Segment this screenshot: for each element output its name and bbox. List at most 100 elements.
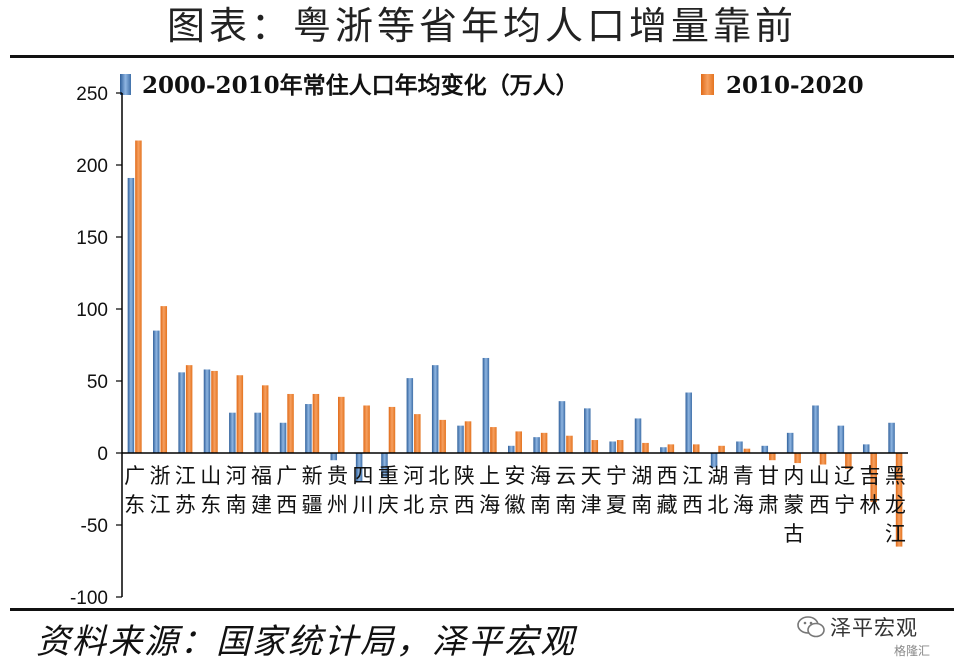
bar-series2-甘肃 bbox=[769, 453, 776, 461]
bar-series1-青海 bbox=[736, 441, 743, 453]
bar-series2-陕西 bbox=[464, 421, 472, 453]
bar-series2-福建 bbox=[261, 385, 269, 453]
y-tick-label: 0 bbox=[97, 444, 108, 465]
legend-swatch-series1 bbox=[120, 74, 131, 95]
bar-series2-西藏 bbox=[667, 444, 675, 453]
y-tick-label: 100 bbox=[76, 300, 108, 321]
y-tick-label: 150 bbox=[76, 228, 108, 249]
bar-series2-上海 bbox=[490, 427, 497, 453]
x-tick-label: 陕西 bbox=[454, 464, 475, 517]
x-tick-label: 宁夏 bbox=[606, 464, 627, 517]
bar-series2-湖南 bbox=[642, 442, 649, 453]
source-note: 资料来源：国家统计局，泽平宏观 bbox=[36, 622, 576, 662]
y-axis-ticks: -100 -50 0 50 100 150 200 250 bbox=[70, 84, 122, 609]
x-tick-label: 河北 bbox=[403, 464, 424, 517]
bar-series1-北京 bbox=[431, 365, 439, 453]
x-tick-label: 新疆 bbox=[302, 464, 323, 517]
bar-series1-河北 bbox=[406, 378, 414, 453]
x-tick-label: 四川 bbox=[352, 464, 373, 517]
bar-series1-辽宁 bbox=[837, 425, 845, 453]
x-tick-label: 内蒙古 bbox=[783, 464, 804, 546]
bar-series1-湖北 bbox=[710, 453, 718, 468]
watermark-name: 泽平宏观 bbox=[830, 616, 918, 640]
x-tick-label: 海南 bbox=[530, 464, 551, 517]
bar-series1-福建 bbox=[254, 412, 261, 453]
bar-series2-重庆 bbox=[388, 406, 396, 453]
bar-series1-吉林 bbox=[862, 444, 870, 453]
bar-series1-新疆 bbox=[305, 404, 312, 453]
page-title: 图表：粤浙等省年均人口增量靠前 bbox=[166, 4, 797, 48]
bar-series2-贵州 bbox=[338, 396, 345, 453]
x-tick-label: 青海 bbox=[733, 464, 754, 517]
bar-series1-江苏 bbox=[178, 372, 185, 453]
bar-series1-黑龙江 bbox=[888, 422, 895, 453]
bar-series1-宁夏 bbox=[609, 441, 616, 453]
bar-series1-广西 bbox=[279, 422, 287, 453]
x-tick-label: 广西 bbox=[276, 464, 297, 517]
bar-series1-广东 bbox=[127, 177, 135, 453]
bottom-rule bbox=[10, 608, 954, 611]
bar-series1-海南 bbox=[533, 437, 540, 453]
bar-series2-宁夏 bbox=[616, 440, 624, 453]
bar-series1-陕西 bbox=[457, 425, 464, 453]
bar-series2-辽宁 bbox=[845, 453, 852, 469]
top-rule bbox=[10, 55, 954, 58]
legend-label-series2: 2010-2020 bbox=[726, 72, 864, 99]
bar-chart: 2000-2010年常住人口年均变化（万人） 2010-2020 -100 -50… bbox=[70, 72, 908, 609]
bar-series1-天津 bbox=[584, 408, 591, 453]
bar-series1-湖南 bbox=[634, 418, 642, 453]
bar-series2-安徽 bbox=[515, 431, 522, 453]
bar-series2-江西 bbox=[692, 444, 700, 453]
x-tick-label: 吉林 bbox=[859, 464, 880, 517]
bar-series1-山西 bbox=[812, 405, 819, 453]
bar-series2-广东 bbox=[135, 140, 142, 453]
x-tick-label: 江苏 bbox=[175, 464, 196, 517]
x-tick-label: 山东 bbox=[200, 464, 221, 517]
bar-series2-新疆 bbox=[312, 393, 320, 453]
x-tick-label: 上海 bbox=[479, 464, 500, 517]
legend: 2000-2010年常住人口年均变化（万人） 2010-2020 bbox=[120, 72, 864, 99]
bar-series1-甘肃 bbox=[761, 445, 769, 453]
x-tick-label: 江西 bbox=[682, 464, 703, 517]
bar-series2-浙江 bbox=[160, 306, 168, 453]
y-tick-label: -50 bbox=[81, 516, 108, 537]
bar-series1-江西 bbox=[685, 392, 692, 453]
x-tick-label: 福建 bbox=[251, 464, 272, 517]
watermark: 泽平宏观 格隆汇 bbox=[792, 610, 960, 664]
x-tick-label: 湖南 bbox=[631, 464, 652, 517]
y-tick-label: 50 bbox=[87, 372, 108, 393]
bar-series1-四川 bbox=[355, 453, 363, 482]
x-tick-label: 湖北 bbox=[707, 464, 728, 517]
x-tick-label: 甘肃 bbox=[758, 464, 779, 517]
x-tick-label: 重庆 bbox=[378, 464, 399, 517]
bars bbox=[127, 140, 903, 547]
bar-series2-北京 bbox=[439, 419, 446, 453]
bar-series2-内蒙古 bbox=[794, 453, 801, 464]
bar-series2-山西 bbox=[819, 453, 827, 465]
bar-series2-黑龙江 bbox=[895, 453, 903, 547]
x-tick-label: 山西 bbox=[809, 464, 830, 517]
bar-series2-河南 bbox=[236, 375, 244, 453]
bar-series2-四川 bbox=[363, 405, 370, 453]
y-tick-label: -100 bbox=[70, 588, 108, 609]
legend-swatch-series2 bbox=[701, 74, 714, 95]
bar-series2-海南 bbox=[540, 432, 548, 453]
bar-series1-河南 bbox=[229, 412, 236, 453]
x-tick-label: 辽宁 bbox=[834, 464, 855, 517]
watermark-sub: 格隆汇 bbox=[894, 644, 931, 658]
bar-series2-广西 bbox=[287, 393, 294, 453]
x-tick-label: 河南 bbox=[226, 464, 247, 517]
x-tick-label: 云南 bbox=[555, 464, 576, 517]
bar-series2-云南 bbox=[566, 435, 573, 453]
bar-series1-贵州 bbox=[330, 453, 338, 461]
bar-series1-浙江 bbox=[153, 330, 160, 453]
legend-label-series1: 2000-2010年常住人口年均变化（万人） bbox=[142, 72, 579, 99]
bar-series1-云南 bbox=[558, 401, 566, 453]
x-tick-label: 安徽 bbox=[505, 464, 526, 517]
bar-series2-吉林 bbox=[870, 453, 877, 502]
wechat-icon bbox=[797, 616, 825, 638]
y-tick-label: 200 bbox=[76, 156, 108, 177]
bar-series1-山东 bbox=[203, 369, 211, 453]
x-tick-label: 北京 bbox=[428, 464, 449, 517]
x-axis-labels: 广东浙江江苏山东河南福建广西新疆贵州四川重庆河北北京陕西上海安徽海南云南天津宁夏… bbox=[124, 464, 906, 546]
